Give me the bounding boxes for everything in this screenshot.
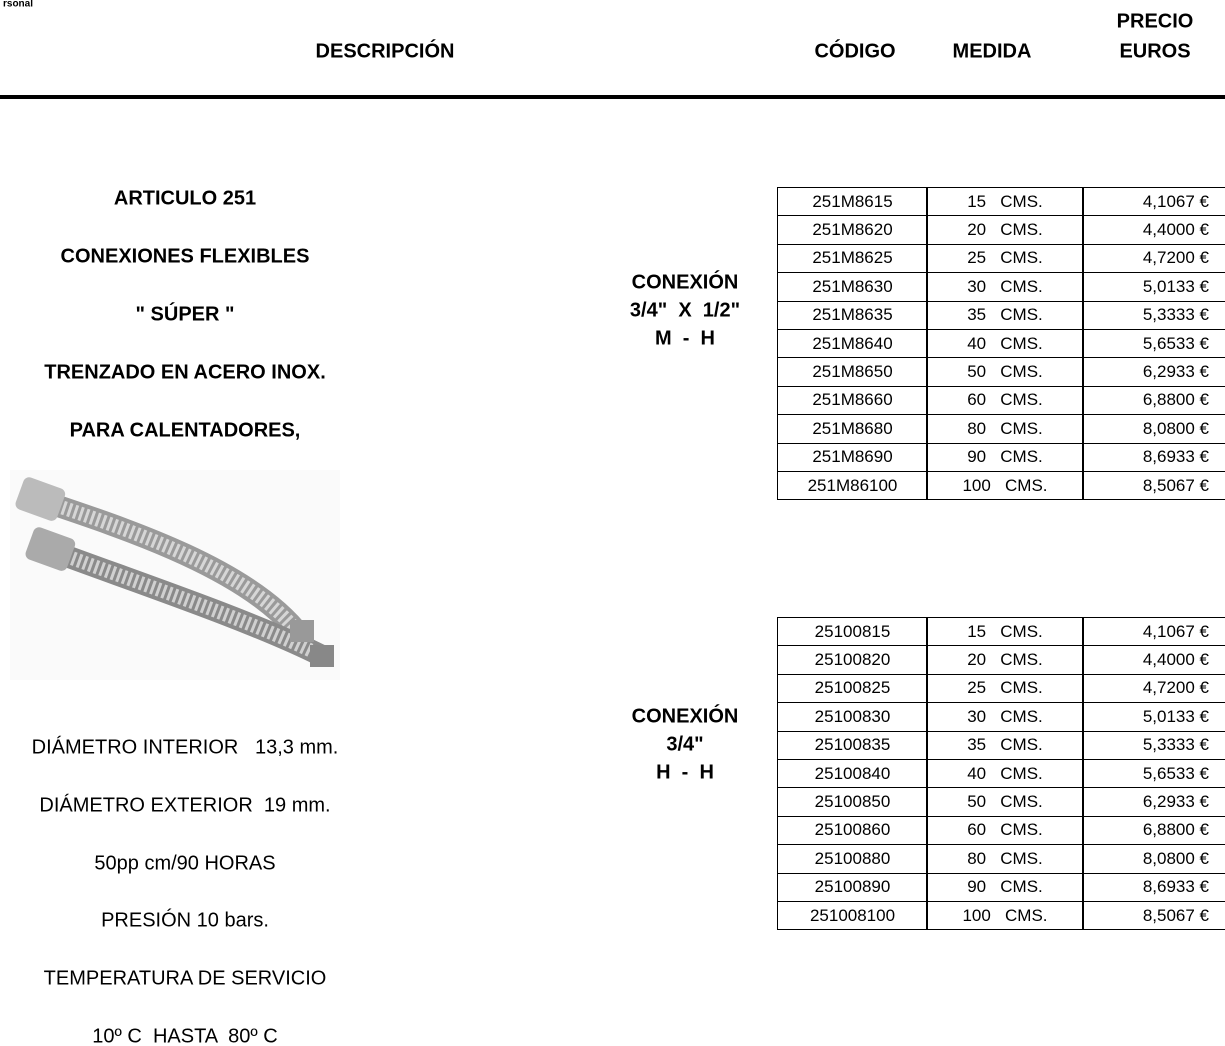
table-cell: 251M8680 — [777, 414, 928, 444]
table-cell: 8,6933 € — [1082, 872, 1225, 902]
table-cell: 50 CMS. — [926, 357, 1084, 387]
table-cell: 40 CMS. — [926, 759, 1084, 789]
product-spec: 50pp cm/90 HORAS — [94, 852, 276, 875]
table-cell: 25100890 — [777, 872, 928, 902]
table-cell: 251M8635 — [777, 300, 928, 330]
product-spec: PRESIÓN 10 bars. — [101, 909, 269, 932]
group-label: CONEXIÓN — [631, 705, 739, 728]
table-cell: 25100820 — [777, 645, 928, 675]
table-cell: 8,6933 € — [1082, 442, 1225, 472]
product-title: CONEXIONES FLEXIBLES — [60, 245, 310, 268]
table-cell: 8,0800 € — [1082, 844, 1225, 874]
table-cell: 4,1067 € — [1082, 187, 1225, 217]
table-cell: 251M8615 — [777, 187, 928, 217]
column-header: DESCRIPCIÓN — [315, 40, 455, 63]
table-cell: 25100840 — [777, 759, 928, 789]
table-cell: 4,7200 € — [1082, 673, 1225, 704]
table-cell: 5,0133 € — [1082, 272, 1225, 302]
table-cell: 251M8625 — [777, 243, 928, 274]
group-label: M - H — [655, 327, 715, 350]
table-cell: 35 CMS. — [926, 300, 1084, 330]
table-cell: 80 CMS. — [926, 844, 1084, 874]
table-cell: 15 CMS. — [926, 617, 1084, 647]
table-cell: 90 CMS. — [926, 442, 1084, 472]
product-spec: DIÁMETRO EXTERIOR 19 mm. — [39, 794, 331, 817]
header-rule — [0, 95, 1225, 99]
table-cell: 25100830 — [777, 702, 928, 732]
table-cell: 30 CMS. — [926, 702, 1084, 732]
table-cell: 25100880 — [777, 844, 928, 874]
table-cell: 251M8630 — [777, 272, 928, 302]
table-cell: 251008100 — [777, 901, 928, 931]
table-cell: 60 CMS. — [926, 385, 1084, 416]
column-header: MEDIDA — [952, 40, 1032, 63]
table-cell: 251M8660 — [777, 385, 928, 416]
table-cell: 251M8690 — [777, 442, 928, 472]
product-title: TRENZADO EN ACERO INOX. — [44, 361, 326, 384]
table-cell: 6,8800 € — [1082, 815, 1225, 846]
table-cell: 6,2933 € — [1082, 357, 1225, 387]
product-image — [10, 470, 340, 680]
table-cell: 100 CMS. — [926, 471, 1084, 501]
table-cell: 25 CMS. — [926, 243, 1084, 274]
product-title: PARA CALENTADORES, — [69, 419, 301, 442]
column-header: CÓDIGO — [814, 40, 896, 63]
table-cell: 251M8650 — [777, 357, 928, 387]
table-cell: 251M8620 — [777, 215, 928, 245]
product-title: " SÚPER " — [135, 303, 235, 326]
table-cell: 20 CMS. — [926, 215, 1084, 245]
table-cell: 100 CMS. — [926, 901, 1084, 931]
table-cell: 5,3333 € — [1082, 730, 1225, 760]
table-cell: 25100835 — [777, 730, 928, 760]
table-cell: 6,2933 € — [1082, 787, 1225, 817]
product-title: ARTICULO 251 — [113, 187, 257, 210]
table-cell: 25100850 — [777, 787, 928, 817]
table-cell: 60 CMS. — [926, 815, 1084, 846]
table-cell: 4,4000 € — [1082, 645, 1225, 675]
table-cell: 25100825 — [777, 673, 928, 704]
group-label: H - H — [656, 761, 714, 784]
group-label: CONEXIÓN — [631, 271, 739, 294]
table-cell: 5,3333 € — [1082, 300, 1225, 330]
group-label: 3/4" X 1/2" — [629, 299, 741, 322]
table-cell: 8,5067 € — [1082, 901, 1225, 931]
product-spec: 10º C HASTA 80º C — [92, 1025, 278, 1046]
table-cell: 5,6533 € — [1082, 329, 1225, 359]
table-cell: 8,0800 € — [1082, 414, 1225, 444]
table-cell: 25100815 — [777, 617, 928, 647]
table-cell: 5,0133 € — [1082, 702, 1225, 732]
product-spec: DIÁMETRO INTERIOR 13,3 mm. — [31, 736, 339, 759]
column-header: PRECIO — [1116, 10, 1194, 33]
table-cell: 30 CMS. — [926, 272, 1084, 302]
table-cell: 8,5067 € — [1082, 471, 1225, 501]
table-cell: 4,1067 € — [1082, 617, 1225, 647]
table-cell: 6,8800 € — [1082, 385, 1225, 416]
table-cell: 251M8640 — [777, 329, 928, 359]
table-cell: 5,6533 € — [1082, 759, 1225, 789]
table-cell: 40 CMS. — [926, 329, 1084, 359]
group-label: 3/4" — [666, 733, 704, 756]
product-spec: TEMPERATURA DE SERVICIO — [43, 967, 327, 990]
table-cell: 25 CMS. — [926, 673, 1084, 704]
logo-fragment: rsonal — [2, 0, 34, 10]
table-cell: 50 CMS. — [926, 787, 1084, 817]
table-cell: 4,4000 € — [1082, 215, 1225, 245]
table-cell: 15 CMS. — [926, 187, 1084, 217]
table-cell: 25100860 — [777, 815, 928, 846]
table-cell: 4,7200 € — [1082, 243, 1225, 274]
table-cell: 90 CMS. — [926, 872, 1084, 902]
table-cell: 251M86100 — [777, 471, 928, 501]
table-cell: 35 CMS. — [926, 730, 1084, 760]
table-cell: 20 CMS. — [926, 645, 1084, 675]
table-cell: 80 CMS. — [926, 414, 1084, 444]
column-header: EUROS — [1119, 40, 1191, 63]
